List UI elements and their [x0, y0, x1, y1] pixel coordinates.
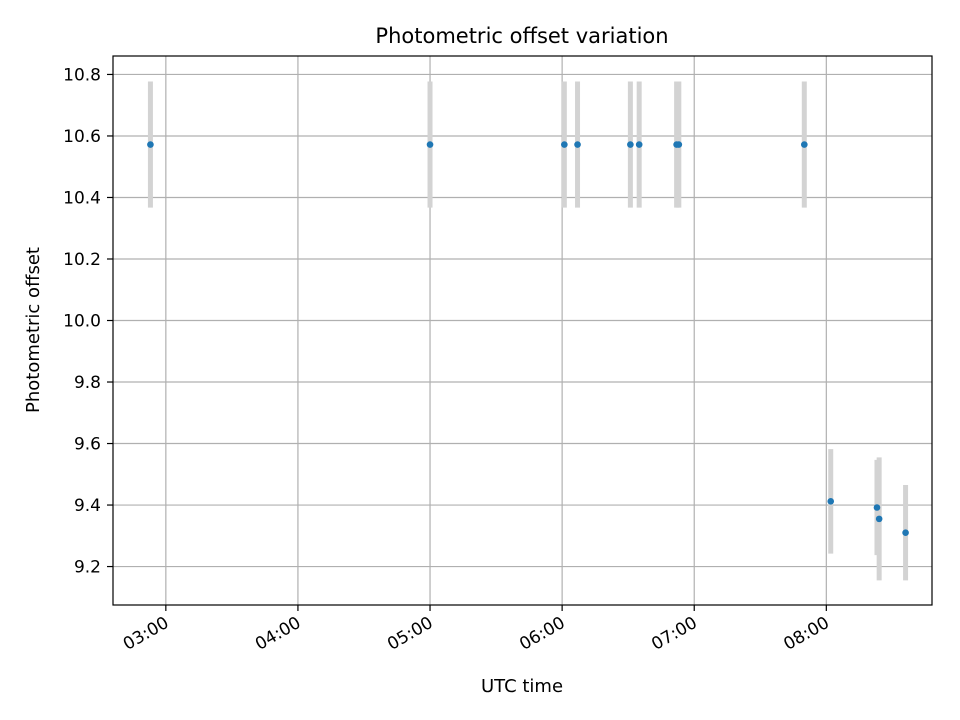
y-tick-label: 9.8	[74, 373, 101, 393]
x-tick-label: 04:00	[252, 613, 304, 655]
y-axis-label: Photometric offset	[23, 247, 44, 413]
y-tick-label: 10.4	[63, 188, 101, 208]
data-point	[426, 141, 434, 148]
x-tick-label: 07:00	[648, 613, 700, 655]
y-tick-label: 10.2	[63, 250, 101, 270]
x-axis-ticks: 03:00 04:00 05:00 06:00 07:00 08:00	[120, 605, 833, 655]
x-tick-label: 06:00	[516, 613, 568, 655]
data-point	[627, 141, 634, 148]
chart-title: Photometric offset variation	[375, 24, 668, 48]
data-point	[875, 515, 883, 523]
y-tick-label: 9.4	[74, 496, 101, 516]
y-tick-label: 9.6	[74, 435, 101, 455]
y-tick-label: 9.2	[74, 558, 101, 578]
y-axis-ticks: 9.2 9.4 9.6 9.8 10.0 10.2 10.4 10.6 10.8	[63, 65, 113, 578]
data-point	[827, 498, 835, 505]
data-point	[147, 141, 154, 148]
data-point	[675, 141, 683, 148]
y-tick-label: 10.0	[63, 312, 101, 332]
x-tick-label: 08:00	[780, 613, 832, 655]
x-axis-label: UTC time	[481, 676, 563, 697]
y-tick-label: 10.6	[63, 127, 101, 147]
x-tick-label: 05:00	[384, 613, 436, 655]
data-point	[574, 141, 581, 148]
data-point	[902, 529, 909, 537]
y-tick-label: 10.8	[63, 65, 101, 85]
data-point	[801, 141, 808, 148]
data-point	[561, 141, 568, 148]
data-points	[147, 141, 909, 537]
x-tick-label: 03:00	[120, 613, 172, 655]
grid-lines	[113, 56, 932, 605]
plot-frame	[112, 55, 933, 606]
data-point	[635, 141, 643, 148]
data-point	[873, 504, 881, 511]
